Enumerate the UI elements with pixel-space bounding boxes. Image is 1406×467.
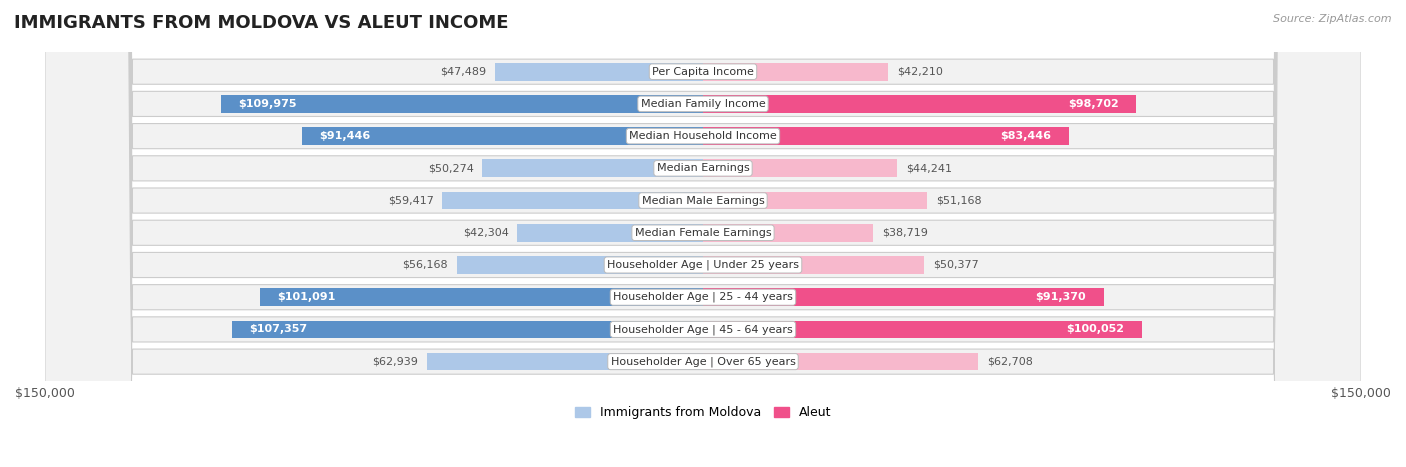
FancyBboxPatch shape [45, 0, 1361, 467]
Text: $51,168: $51,168 [936, 196, 981, 205]
Bar [482, 159, 703, 177]
Text: $100,052: $100,052 [1066, 325, 1125, 334]
Text: $59,417: $59,417 [388, 196, 433, 205]
Bar [443, 191, 703, 209]
FancyBboxPatch shape [45, 0, 1361, 467]
Bar [457, 256, 703, 274]
Bar [260, 288, 703, 306]
Bar [302, 127, 703, 145]
Bar [703, 320, 1142, 338]
Text: $98,702: $98,702 [1067, 99, 1118, 109]
Bar [232, 320, 703, 338]
Bar [703, 127, 1069, 145]
Text: $62,939: $62,939 [373, 357, 418, 367]
Text: Median Household Income: Median Household Income [628, 131, 778, 141]
Bar [703, 288, 1104, 306]
Bar [221, 95, 703, 113]
Text: $109,975: $109,975 [238, 99, 297, 109]
Bar [703, 224, 873, 241]
Text: IMMIGRANTS FROM MOLDOVA VS ALEUT INCOME: IMMIGRANTS FROM MOLDOVA VS ALEUT INCOME [14, 14, 509, 32]
Text: $50,377: $50,377 [932, 260, 979, 270]
Text: $107,357: $107,357 [249, 325, 308, 334]
Bar [495, 63, 703, 80]
Text: $50,274: $50,274 [427, 163, 474, 173]
Bar [703, 63, 889, 80]
FancyBboxPatch shape [45, 0, 1361, 467]
Text: Median Female Earnings: Median Female Earnings [634, 228, 772, 238]
FancyBboxPatch shape [45, 0, 1361, 467]
Legend: Immigrants from Moldova, Aleut: Immigrants from Moldova, Aleut [569, 401, 837, 424]
Text: Householder Age | Under 25 years: Householder Age | Under 25 years [607, 260, 799, 270]
Text: $101,091: $101,091 [277, 292, 336, 302]
FancyBboxPatch shape [45, 0, 1361, 467]
Text: Householder Age | 45 - 64 years: Householder Age | 45 - 64 years [613, 324, 793, 335]
Text: $62,708: $62,708 [987, 357, 1033, 367]
Text: $42,304: $42,304 [463, 228, 509, 238]
Text: Median Earnings: Median Earnings [657, 163, 749, 173]
FancyBboxPatch shape [45, 0, 1361, 467]
Text: $83,446: $83,446 [1001, 131, 1052, 141]
FancyBboxPatch shape [45, 0, 1361, 467]
Text: Median Family Income: Median Family Income [641, 99, 765, 109]
Text: Source: ZipAtlas.com: Source: ZipAtlas.com [1274, 14, 1392, 24]
Text: $91,370: $91,370 [1036, 292, 1087, 302]
Bar [703, 95, 1136, 113]
Text: $38,719: $38,719 [882, 228, 928, 238]
Text: Householder Age | Over 65 years: Householder Age | Over 65 years [610, 356, 796, 367]
Text: Median Male Earnings: Median Male Earnings [641, 196, 765, 205]
Text: $42,210: $42,210 [897, 67, 943, 77]
FancyBboxPatch shape [45, 0, 1361, 467]
Text: $44,241: $44,241 [905, 163, 952, 173]
Text: Per Capita Income: Per Capita Income [652, 67, 754, 77]
FancyBboxPatch shape [45, 0, 1361, 467]
FancyBboxPatch shape [45, 0, 1361, 467]
Text: $47,489: $47,489 [440, 67, 486, 77]
Text: $56,168: $56,168 [402, 260, 449, 270]
Text: $91,446: $91,446 [319, 131, 371, 141]
Bar [703, 353, 979, 370]
Bar [427, 353, 703, 370]
Bar [703, 159, 897, 177]
Bar [517, 224, 703, 241]
Bar [703, 191, 928, 209]
Text: Householder Age | 25 - 44 years: Householder Age | 25 - 44 years [613, 292, 793, 303]
Bar [703, 256, 924, 274]
